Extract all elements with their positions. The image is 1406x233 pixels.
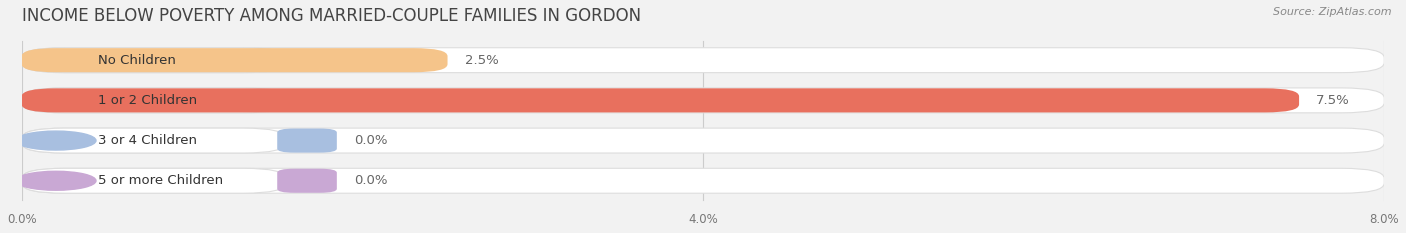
Circle shape bbox=[15, 51, 96, 70]
FancyBboxPatch shape bbox=[21, 48, 447, 72]
FancyBboxPatch shape bbox=[21, 88, 1385, 113]
FancyBboxPatch shape bbox=[21, 128, 1385, 153]
Circle shape bbox=[15, 131, 96, 150]
Circle shape bbox=[15, 91, 96, 110]
Text: 7.5%: 7.5% bbox=[1316, 94, 1350, 107]
FancyBboxPatch shape bbox=[21, 48, 1385, 73]
FancyBboxPatch shape bbox=[21, 88, 285, 113]
Text: INCOME BELOW POVERTY AMONG MARRIED-COUPLE FAMILIES IN GORDON: INCOME BELOW POVERTY AMONG MARRIED-COUPL… bbox=[21, 7, 641, 25]
Text: 0.0%: 0.0% bbox=[354, 134, 388, 147]
Text: 1 or 2 Children: 1 or 2 Children bbox=[98, 94, 198, 107]
FancyBboxPatch shape bbox=[277, 129, 337, 153]
FancyBboxPatch shape bbox=[277, 169, 337, 193]
FancyBboxPatch shape bbox=[21, 88, 1299, 113]
Text: Source: ZipAtlas.com: Source: ZipAtlas.com bbox=[1274, 7, 1392, 17]
FancyBboxPatch shape bbox=[21, 168, 285, 193]
Text: 0.0%: 0.0% bbox=[354, 174, 388, 187]
FancyBboxPatch shape bbox=[21, 128, 285, 153]
Circle shape bbox=[15, 171, 96, 190]
Text: 2.5%: 2.5% bbox=[464, 54, 498, 67]
Text: 5 or more Children: 5 or more Children bbox=[98, 174, 224, 187]
FancyBboxPatch shape bbox=[21, 48, 285, 73]
Text: No Children: No Children bbox=[98, 54, 176, 67]
FancyBboxPatch shape bbox=[21, 168, 1385, 193]
Text: 3 or 4 Children: 3 or 4 Children bbox=[98, 134, 197, 147]
